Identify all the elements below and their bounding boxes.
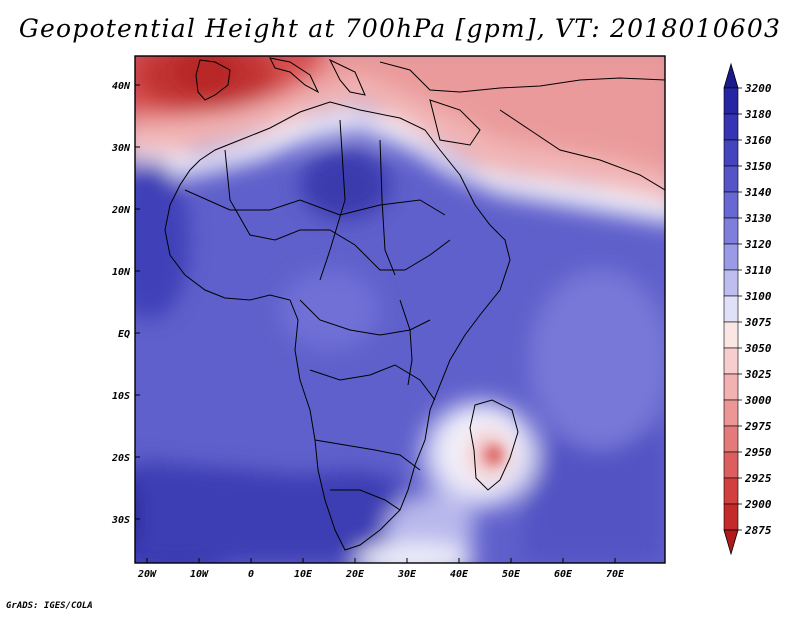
lon-tick-label: 10W [190, 569, 209, 580]
colorbar-swatch [723, 321, 739, 349]
lat-tick-label: 30S [111, 515, 130, 526]
colorbar-level-label: 3120 [744, 238, 772, 251]
lon-tick-label: 0 [248, 569, 254, 580]
lat-tick-label: EQ [118, 329, 130, 340]
colorbar-swatch [723, 139, 739, 167]
colorbar-swatch [723, 87, 739, 115]
colorbar-swatch [723, 217, 739, 245]
colorbar-swatch [723, 503, 739, 531]
colorbar-level-label: 3050 [744, 342, 772, 355]
colorbar-level-label: 2975 [744, 420, 772, 433]
colorbar-level-label: 2925 [744, 472, 772, 485]
lon-tick-label: 20E [345, 569, 365, 580]
grads-credit: GrADS: IGES/COLA [6, 601, 93, 611]
colorbar-level-label: 3160 [744, 134, 772, 147]
colorbar-swatch [723, 243, 739, 271]
colorbar-level-label: 3140 [744, 186, 772, 199]
map-title: Geopotential Height at 700hPa [gpm], VT:… [18, 14, 782, 43]
colorbar-swatch [723, 113, 739, 141]
lon-tick-label: 30E [397, 569, 417, 580]
colorbar-level-label: 3200 [744, 82, 772, 95]
colorbar-level-label: 3110 [744, 264, 772, 277]
colorbar-level-label: 2900 [744, 498, 772, 511]
lon-tick-labels: 20W 10W 0 10E 20E 30E 40E 50E 60E 70E [137, 558, 625, 580]
lon-tick-label: 40E [450, 569, 469, 580]
lon-tick-label: 20W [137, 569, 157, 580]
colorbar-level-label: 3025 [744, 368, 772, 381]
colorbar-bottom-arrow [723, 529, 739, 556]
colorbar: 3200 3180 3160 3150 3140 3130 3120 3110 3100 3075… [723, 62, 772, 556]
colorbar-level-label: 2950 [744, 446, 772, 459]
colorbar-top-arrow [723, 62, 739, 89]
lat-tick-label: 10N [112, 267, 131, 278]
colorbar-swatch [723, 165, 739, 193]
plot-frame [134, 55, 666, 564]
lat-tick-labels: 40N 30N 20N 10N EQ 10S 20S 30S [111, 81, 140, 526]
colorbar-swatch [723, 269, 739, 297]
lat-tick-label: 10S [112, 391, 130, 402]
lat-tick-label: 40N [112, 81, 131, 92]
height-field [135, 56, 665, 563]
colorbar-level-label: 3130 [744, 212, 772, 225]
colorbar-swatch [723, 191, 739, 219]
colorbar-swatch [723, 451, 739, 479]
colorbar-level-label: 3075 [744, 316, 772, 329]
colorbar-swatch [723, 373, 739, 401]
lon-tick-label: 60E [554, 569, 573, 580]
colorbar-swatch [723, 399, 739, 427]
colorbar-level-label: 2875 [744, 524, 772, 537]
colorbar-level-label: 3000 [744, 394, 772, 407]
colorbar-swatch [723, 347, 739, 375]
colorbar-swatch [723, 477, 739, 505]
lon-tick-label: 50E [502, 569, 521, 580]
colorbar-level-label: 3180 [744, 108, 772, 121]
colorbar-level-label: 3150 [744, 160, 772, 173]
colorbar-level-label: 3100 [744, 290, 772, 303]
lat-tick-label: 20S [111, 453, 130, 464]
coastlines [164, 57, 665, 551]
lon-tick-label: 10E [294, 569, 313, 580]
lon-tick-label: 70E [606, 569, 625, 580]
colorbar-swatch [723, 425, 739, 453]
lat-tick-label: 20N [111, 205, 131, 216]
colorbar-swatch [723, 295, 739, 323]
lat-tick-label: 30N [111, 143, 131, 154]
